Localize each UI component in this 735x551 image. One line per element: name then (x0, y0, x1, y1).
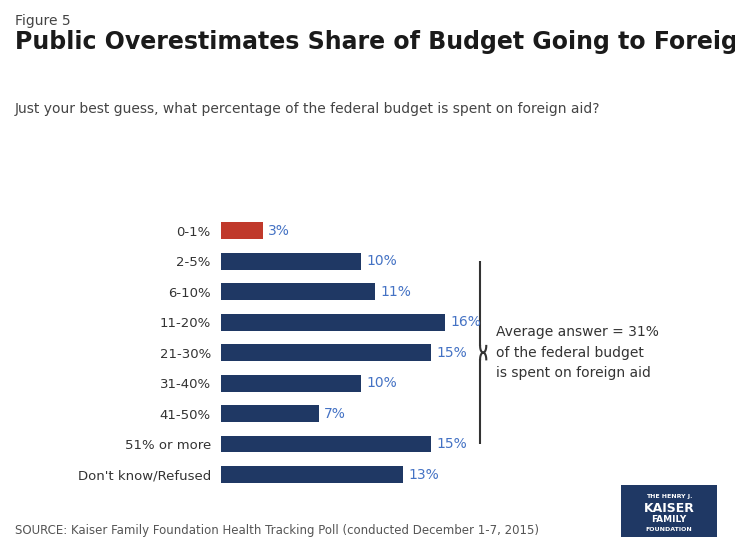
Bar (220, 344, 431, 361)
Bar (220, 375, 361, 392)
Bar (220, 436, 431, 452)
Text: 15%: 15% (437, 345, 467, 360)
Text: THE HENRY J.: THE HENRY J. (645, 494, 692, 499)
Bar (220, 466, 403, 483)
Text: 16%: 16% (451, 315, 481, 329)
Text: 10%: 10% (367, 254, 397, 268)
Text: FAMILY: FAMILY (651, 515, 686, 525)
Bar (220, 253, 361, 269)
Text: 3%: 3% (268, 224, 290, 237)
Text: SOURCE: Kaiser Family Foundation Health Tracking Poll (conducted December 1-7, 2: SOURCE: Kaiser Family Foundation Health … (15, 524, 539, 537)
Text: KAISER: KAISER (643, 502, 695, 515)
Bar (220, 223, 262, 239)
Text: 10%: 10% (367, 376, 397, 390)
Text: Public Overestimates Share of Budget Going to Foreign Aid: Public Overestimates Share of Budget Goi… (15, 30, 735, 55)
Text: Average answer = 31%
of the federal budget
is spent on foreign aid: Average answer = 31% of the federal budg… (496, 325, 659, 380)
Bar (220, 314, 445, 331)
Bar (220, 405, 319, 422)
Text: 13%: 13% (409, 468, 440, 482)
Text: Just your best guess, what percentage of the federal budget is spent on foreign : Just your best guess, what percentage of… (15, 102, 600, 116)
Text: 15%: 15% (437, 437, 467, 451)
Text: 7%: 7% (324, 407, 346, 420)
Text: Figure 5: Figure 5 (15, 14, 71, 28)
Text: FOUNDATION: FOUNDATION (645, 527, 692, 532)
Text: 11%: 11% (381, 285, 412, 299)
Bar (220, 283, 375, 300)
